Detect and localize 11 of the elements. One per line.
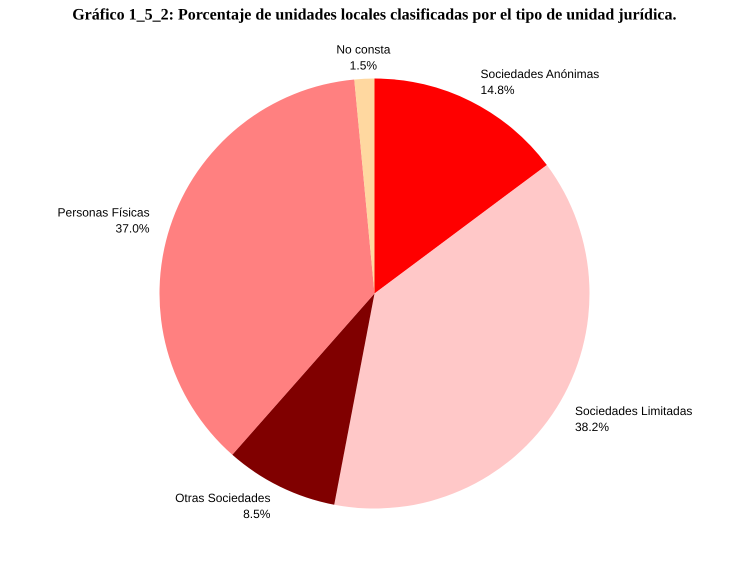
- data-label: 14.8%: [480, 83, 515, 98]
- slice-label: Sociedades Anónimas: [480, 67, 600, 82]
- slice-label: Sociedades Limitadas: [574, 404, 692, 418]
- data-label: 8.5%: [243, 506, 271, 521]
- slice-label: No consta: [336, 42, 391, 56]
- data-label: 37.0%: [116, 221, 150, 236]
- data-label: 38.2%: [574, 420, 610, 434]
- chart-title: Gráfico 1_5_2: Porcentaje de unidades locales clasificadas por el tipo de unidad jurídica.: [72, 6, 677, 24]
- slice-label: Personas Físicas: [58, 205, 150, 220]
- slice-label: Otras Sociedades: [175, 490, 270, 505]
- data-label: 1.5%: [350, 58, 378, 72]
